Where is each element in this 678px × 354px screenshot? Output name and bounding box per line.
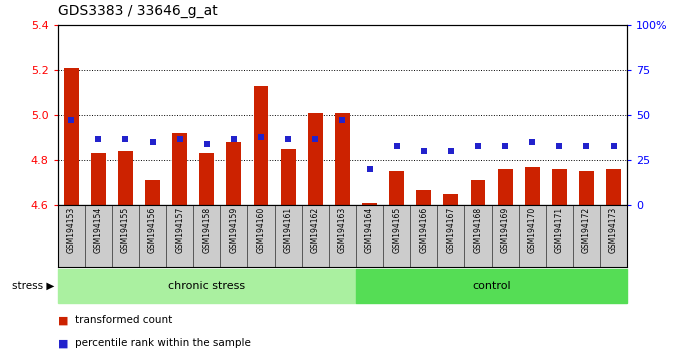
Bar [525,167,540,205]
Bar [226,142,241,205]
Text: GSM194153: GSM194153 [66,207,76,253]
Bar [579,171,594,205]
Bar [118,151,133,205]
Text: GSM194158: GSM194158 [202,207,212,253]
Bar [199,153,214,205]
Bar [254,86,268,205]
Text: GSM194173: GSM194173 [609,207,618,253]
Bar [281,149,296,205]
Text: GDS3383 / 33646_g_at: GDS3383 / 33646_g_at [58,4,218,18]
Bar [145,181,160,205]
Text: GSM194172: GSM194172 [582,207,591,253]
Text: GSM194171: GSM194171 [555,207,564,253]
Bar [58,269,356,303]
Text: GSM194168: GSM194168 [473,207,483,253]
Bar [308,113,323,205]
Text: GSM194166: GSM194166 [419,207,428,253]
Bar [389,171,404,205]
Bar [498,169,513,205]
Bar [416,189,431,205]
Text: chronic stress: chronic stress [168,281,245,291]
Text: GSM194156: GSM194156 [148,207,157,253]
Text: GSM194154: GSM194154 [94,207,103,253]
Bar [335,113,350,205]
Text: GSM194160: GSM194160 [256,207,266,253]
Text: transformed count: transformed count [75,315,172,325]
Text: GSM194155: GSM194155 [121,207,130,253]
Bar [172,133,187,205]
Bar [64,68,79,205]
Bar [356,269,627,303]
Text: GSM194165: GSM194165 [392,207,401,253]
Text: GSM194169: GSM194169 [500,207,510,253]
Bar [362,203,377,205]
Text: GSM194167: GSM194167 [446,207,456,253]
Text: control: control [473,281,511,291]
Bar [552,169,567,205]
Bar [443,194,458,205]
Bar [606,169,621,205]
Text: percentile rank within the sample: percentile rank within the sample [75,338,250,348]
Text: stress ▶: stress ▶ [12,281,54,291]
Text: ■: ■ [58,315,68,325]
Text: GSM194170: GSM194170 [527,207,537,253]
Text: GSM194159: GSM194159 [229,207,239,253]
Text: GSM194163: GSM194163 [338,207,347,253]
Text: GSM194164: GSM194164 [365,207,374,253]
Text: GSM194161: GSM194161 [283,207,293,253]
Bar [471,181,485,205]
Text: ■: ■ [58,338,68,348]
Text: GSM194157: GSM194157 [175,207,184,253]
Text: GSM194162: GSM194162 [311,207,320,253]
Bar [91,153,106,205]
